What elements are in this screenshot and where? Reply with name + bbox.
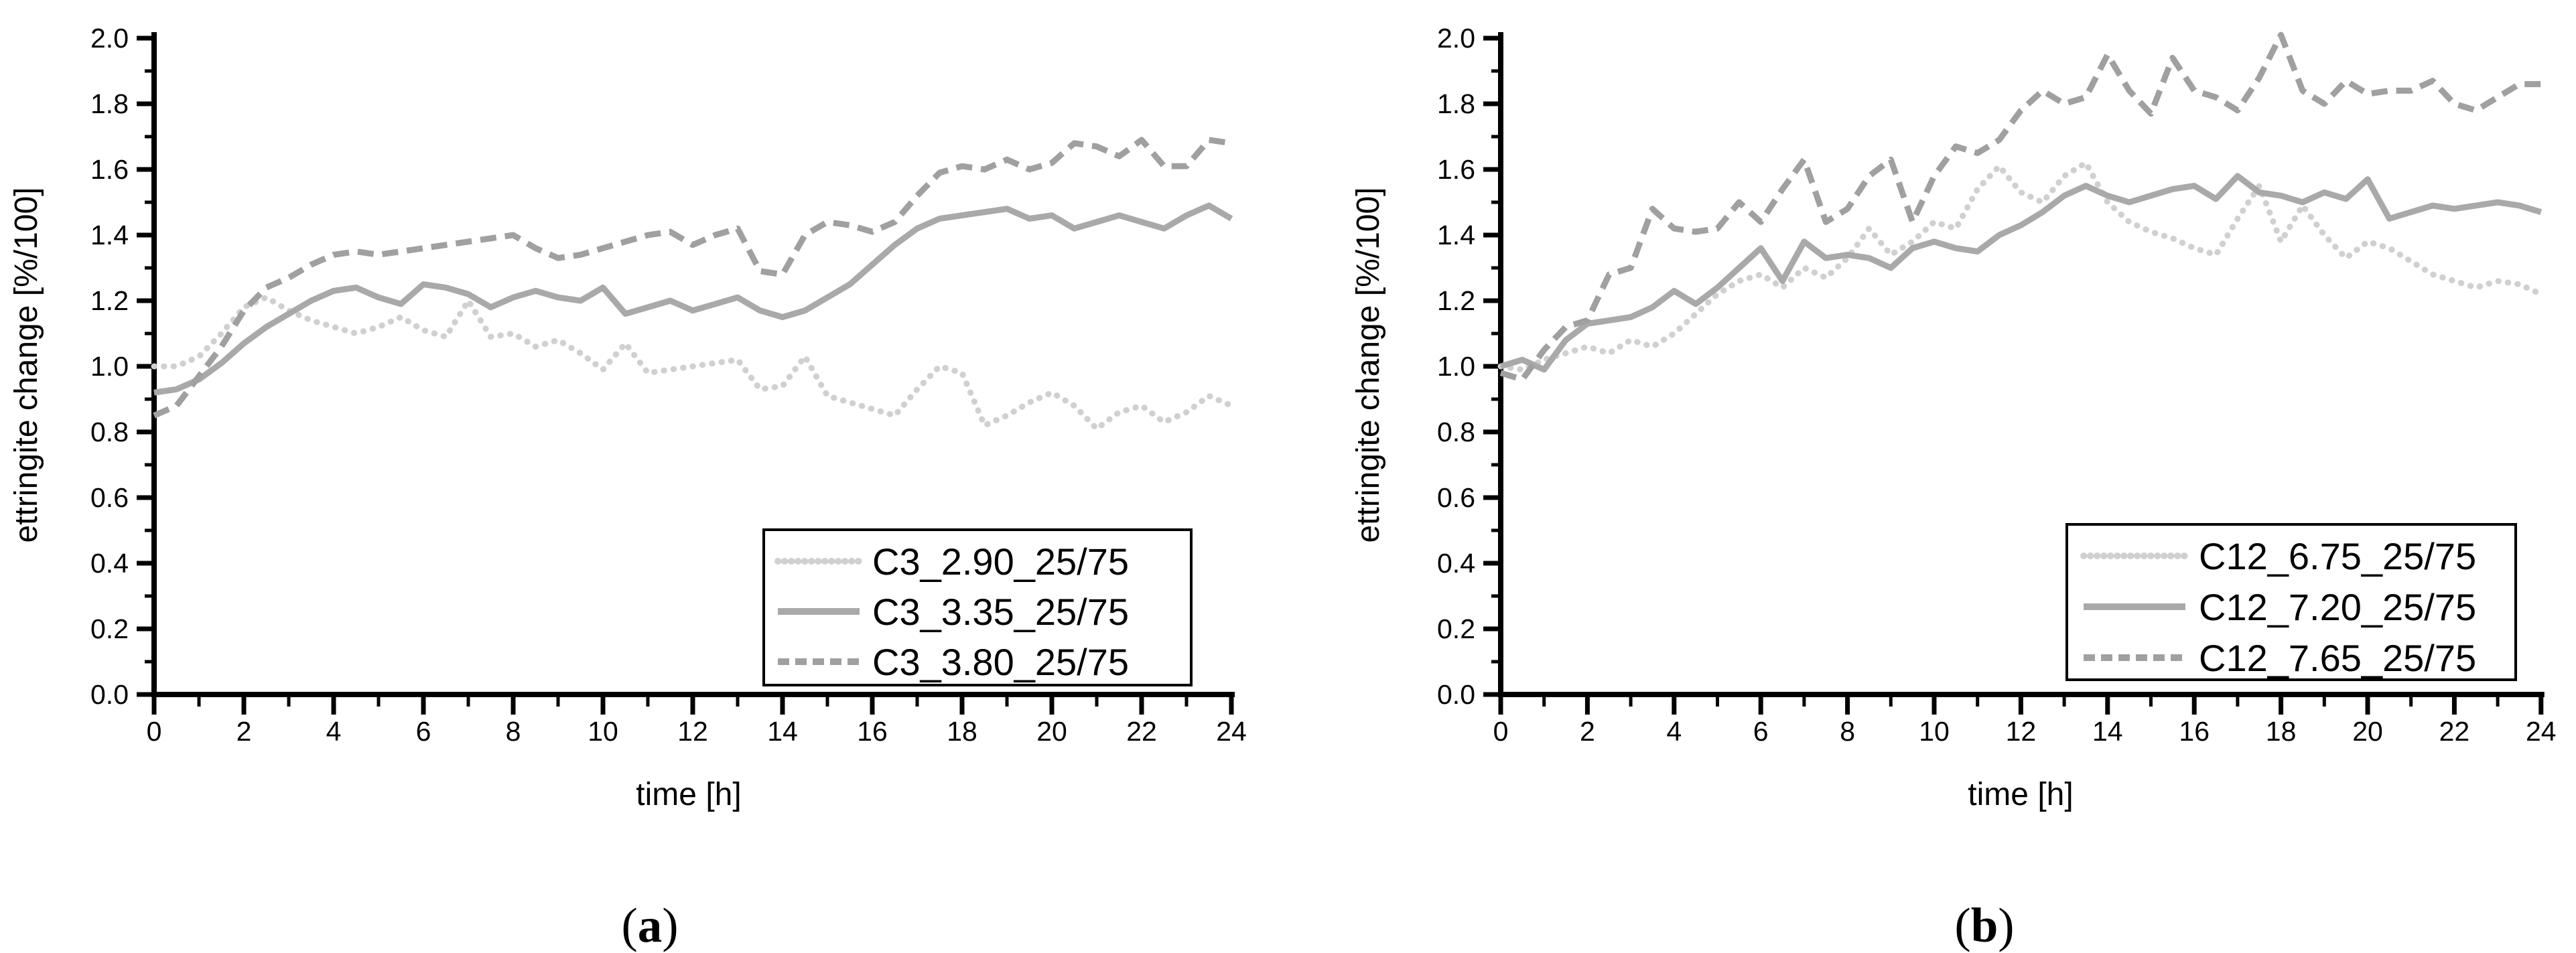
y-tick-label-b: 0.0 [1437, 679, 1475, 710]
x-tick-label-b: 18 [2266, 716, 2297, 747]
series-line-C12_7.20_25/75 [1499, 173, 2543, 373]
legend-a: C3_2.90_25/75 C3_3.35_25/75 C3_3.80_25/75 [762, 528, 1193, 686]
x-tick-label-b: 6 [1753, 716, 1769, 747]
x-tick-label-a: 24 [1216, 716, 1247, 747]
x-tick-label-b: 8 [1840, 716, 1855, 747]
x-tick-label-b: 24 [2526, 716, 2557, 747]
x-tick-label-b: 4 [1666, 716, 1682, 747]
y-tick-label-a: 0.0 [90, 679, 129, 710]
x-tick-label-a: 18 [947, 716, 977, 747]
x-tick-label-b: 20 [2352, 716, 2383, 747]
y-tick-label-b: 1.4 [1437, 220, 1475, 250]
series-line-C12_6.75_25/75 [1497, 159, 2545, 373]
y-tick-label-b: 1.0 [1437, 351, 1475, 382]
legend-label-C3_3.80_25/75: C3_3.80_25/75 [872, 641, 1129, 683]
x-tick-label-b: 10 [1919, 716, 1950, 747]
y-tick-label-b: 0.4 [1437, 548, 1475, 579]
caption-open-paren: ( [1954, 898, 1970, 952]
legend-label-C3_2.90_25/75: C3_2.90_25/75 [872, 540, 1129, 583]
y-tick-label-a: 2.0 [90, 23, 129, 54]
x-tick-label-a: 12 [677, 716, 708, 747]
legend-b: C12_6.75_25/75 C12_7.20_25/75 C12_7.65_25/… [2065, 523, 2517, 681]
y-tick-label-a: 0.8 [90, 417, 129, 447]
y-tick-label-a: 1.0 [90, 351, 129, 382]
y-tick-label-b: 0.2 [1437, 613, 1475, 644]
y-tick-label-a: 0.4 [90, 548, 129, 579]
y-tick-label-b: 1.6 [1437, 154, 1475, 185]
caption-letter: a [638, 898, 663, 952]
caption-letter: b [1971, 898, 1998, 952]
x-axis-title-a: time [h] [636, 777, 741, 812]
y-tick-label-b: 1.8 [1437, 88, 1475, 119]
legend-label-C12_6.75_25/75: C12_6.75_25/75 [2199, 535, 2476, 577]
x-tick-label-a: 16 [857, 716, 888, 747]
x-tick-label-a: 8 [506, 716, 521, 747]
caption-close-paren: ) [1998, 898, 2014, 952]
x-tick-label-a: 4 [326, 716, 342, 747]
x-tick-label-b: 22 [2439, 716, 2470, 747]
x-tick-label-a: 2 [236, 716, 252, 747]
y-tick-label-b: 2.0 [1437, 23, 1475, 54]
series-line-C3_2.90_25/75 [151, 294, 1235, 432]
y-tick-label-a: 1.6 [90, 154, 129, 185]
x-tick-label-a: 6 [416, 716, 431, 747]
x-tick-label-b: 12 [2006, 716, 2037, 747]
x-tick-label-a: 22 [1126, 716, 1157, 747]
y-axis-title-b: ettringite change [%/100] [1351, 187, 1386, 542]
panel-b: 0.00.20.40.60.81.01.21.41.61.82.00 2 4 6 8 10… [1351, 23, 2557, 952]
y-tick-label-b: 0.6 [1437, 482, 1475, 513]
series-line-C12_7.65_25/75 [1499, 31, 2541, 383]
x-tick-label-b: 16 [2179, 716, 2210, 747]
caption-close-paren: ) [662, 898, 678, 952]
caption-a: (a) [621, 898, 678, 952]
x-axis-title-b: time [h] [1968, 777, 2073, 812]
x-tick-label-a: 0 [147, 716, 162, 747]
x-tick-label-b: 14 [2092, 716, 2123, 747]
x-tick-label-b: 0 [1493, 716, 1509, 747]
y-tick-label-a: 1.4 [90, 220, 129, 250]
x-tick-label-a: 14 [767, 716, 798, 747]
y-tick-label-b: 1.2 [1437, 285, 1475, 316]
caption-b: (b) [1954, 898, 2014, 952]
panel-a: 0.00.20.40.60.81.01.21.41.61.82.00 2 4 6 8 10… [9, 23, 1247, 952]
y-tick-label-a: 1.2 [90, 285, 129, 316]
y-axis-title-a: ettringite change [%/100] [9, 187, 44, 542]
legend-box-b [2065, 523, 2517, 681]
x-tick-label-a: 10 [588, 716, 618, 747]
x-tick-label-b: 2 [1580, 716, 1595, 747]
caption-open-paren: ( [621, 898, 637, 952]
y-tick-label-a: 1.8 [90, 88, 129, 119]
legend-label-C3_3.35_25/75: C3_3.35_25/75 [872, 591, 1129, 633]
legend-label-C12_7.65_25/75: C12_7.65_25/75 [2199, 637, 2476, 679]
x-tick-label-a: 20 [1036, 716, 1067, 747]
series-line-C3_3.80_25/75 [153, 137, 1232, 419]
y-tick-label-a: 0.6 [90, 482, 129, 513]
y-tick-label-a: 0.2 [90, 613, 129, 644]
legend-label-C12_7.20_25/75: C12_7.20_25/75 [2199, 586, 2476, 628]
series-line-C3_3.35_25/75 [153, 202, 1233, 396]
y-tick-label-b: 0.8 [1437, 417, 1475, 447]
